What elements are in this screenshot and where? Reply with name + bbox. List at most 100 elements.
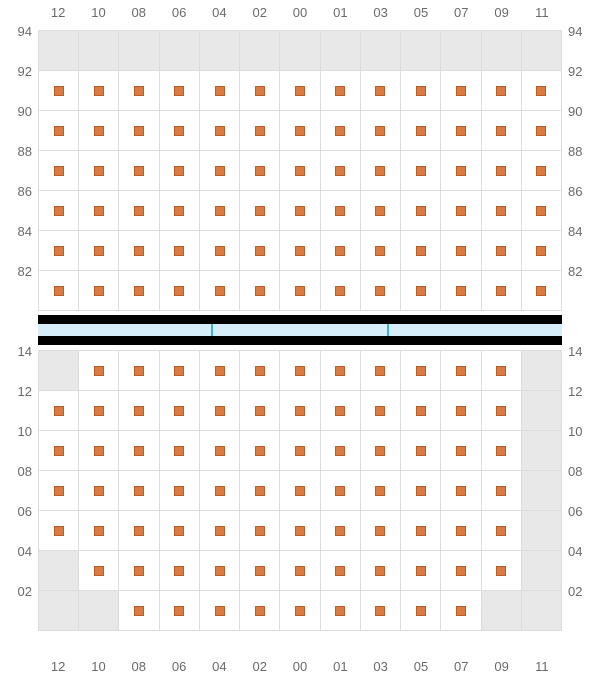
- seat[interactable]: [240, 471, 279, 510]
- seat[interactable]: [280, 471, 319, 510]
- seat[interactable]: [280, 391, 319, 430]
- seat[interactable]: [401, 551, 440, 590]
- seat[interactable]: [441, 511, 480, 550]
- seat[interactable]: [280, 231, 319, 270]
- seat[interactable]: [321, 191, 360, 230]
- seat[interactable]: [280, 511, 319, 550]
- seat[interactable]: [79, 71, 118, 110]
- seat[interactable]: [280, 351, 319, 390]
- seat[interactable]: [321, 151, 360, 190]
- seat[interactable]: [39, 391, 78, 430]
- seat[interactable]: [441, 351, 480, 390]
- seat[interactable]: [321, 471, 360, 510]
- seat[interactable]: [200, 591, 239, 630]
- seat[interactable]: [401, 191, 440, 230]
- seat[interactable]: [321, 591, 360, 630]
- seat[interactable]: [522, 231, 561, 270]
- seat[interactable]: [79, 151, 118, 190]
- seat[interactable]: [321, 231, 360, 270]
- seat[interactable]: [441, 71, 480, 110]
- seat[interactable]: [482, 271, 521, 310]
- seat[interactable]: [401, 591, 440, 630]
- seat[interactable]: [160, 111, 199, 150]
- seat[interactable]: [39, 511, 78, 550]
- seat[interactable]: [240, 231, 279, 270]
- seat[interactable]: [39, 111, 78, 150]
- seat[interactable]: [240, 71, 279, 110]
- seat[interactable]: [160, 591, 199, 630]
- seat[interactable]: [321, 351, 360, 390]
- seat[interactable]: [200, 351, 239, 390]
- seat[interactable]: [79, 231, 118, 270]
- seat[interactable]: [441, 151, 480, 190]
- seat[interactable]: [240, 271, 279, 310]
- seat[interactable]: [361, 431, 400, 470]
- seat[interactable]: [240, 511, 279, 550]
- seat[interactable]: [200, 511, 239, 550]
- seat[interactable]: [119, 271, 158, 310]
- seat[interactable]: [401, 151, 440, 190]
- seat[interactable]: [482, 391, 521, 430]
- seat[interactable]: [482, 111, 521, 150]
- seat[interactable]: [441, 591, 480, 630]
- seat[interactable]: [160, 511, 199, 550]
- seat[interactable]: [39, 151, 78, 190]
- seat[interactable]: [160, 71, 199, 110]
- seat[interactable]: [160, 351, 199, 390]
- seat[interactable]: [160, 231, 199, 270]
- seat[interactable]: [401, 71, 440, 110]
- seat[interactable]: [79, 191, 118, 230]
- seat[interactable]: [240, 551, 279, 590]
- seat[interactable]: [119, 151, 158, 190]
- seat[interactable]: [240, 391, 279, 430]
- seat[interactable]: [240, 151, 279, 190]
- seat[interactable]: [119, 111, 158, 150]
- seat[interactable]: [482, 511, 521, 550]
- seat[interactable]: [482, 191, 521, 230]
- seat[interactable]: [401, 391, 440, 430]
- seat[interactable]: [441, 431, 480, 470]
- seat[interactable]: [240, 431, 279, 470]
- seat[interactable]: [522, 71, 561, 110]
- seat[interactable]: [240, 191, 279, 230]
- seat[interactable]: [482, 231, 521, 270]
- seat[interactable]: [321, 111, 360, 150]
- seat[interactable]: [280, 551, 319, 590]
- seat[interactable]: [160, 391, 199, 430]
- seat[interactable]: [160, 471, 199, 510]
- seat[interactable]: [240, 591, 279, 630]
- seat[interactable]: [240, 351, 279, 390]
- seat[interactable]: [79, 551, 118, 590]
- seat[interactable]: [522, 271, 561, 310]
- seat[interactable]: [200, 271, 239, 310]
- seat[interactable]: [321, 551, 360, 590]
- seat[interactable]: [200, 551, 239, 590]
- seat[interactable]: [321, 71, 360, 110]
- seat[interactable]: [79, 351, 118, 390]
- seat[interactable]: [401, 271, 440, 310]
- seat[interactable]: [160, 191, 199, 230]
- seat[interactable]: [160, 271, 199, 310]
- seat[interactable]: [119, 231, 158, 270]
- seat[interactable]: [522, 111, 561, 150]
- seat[interactable]: [119, 191, 158, 230]
- seat[interactable]: [280, 431, 319, 470]
- seat[interactable]: [119, 471, 158, 510]
- seat[interactable]: [361, 471, 400, 510]
- seat[interactable]: [200, 391, 239, 430]
- seat[interactable]: [361, 591, 400, 630]
- seat[interactable]: [280, 151, 319, 190]
- seat[interactable]: [39, 71, 78, 110]
- seat[interactable]: [441, 231, 480, 270]
- seat[interactable]: [119, 591, 158, 630]
- seat[interactable]: [160, 151, 199, 190]
- seat[interactable]: [321, 431, 360, 470]
- seat[interactable]: [361, 231, 400, 270]
- seat[interactable]: [522, 191, 561, 230]
- seat[interactable]: [39, 431, 78, 470]
- seat[interactable]: [160, 551, 199, 590]
- seat[interactable]: [280, 591, 319, 630]
- seat[interactable]: [441, 551, 480, 590]
- seat[interactable]: [119, 391, 158, 430]
- seat[interactable]: [522, 151, 561, 190]
